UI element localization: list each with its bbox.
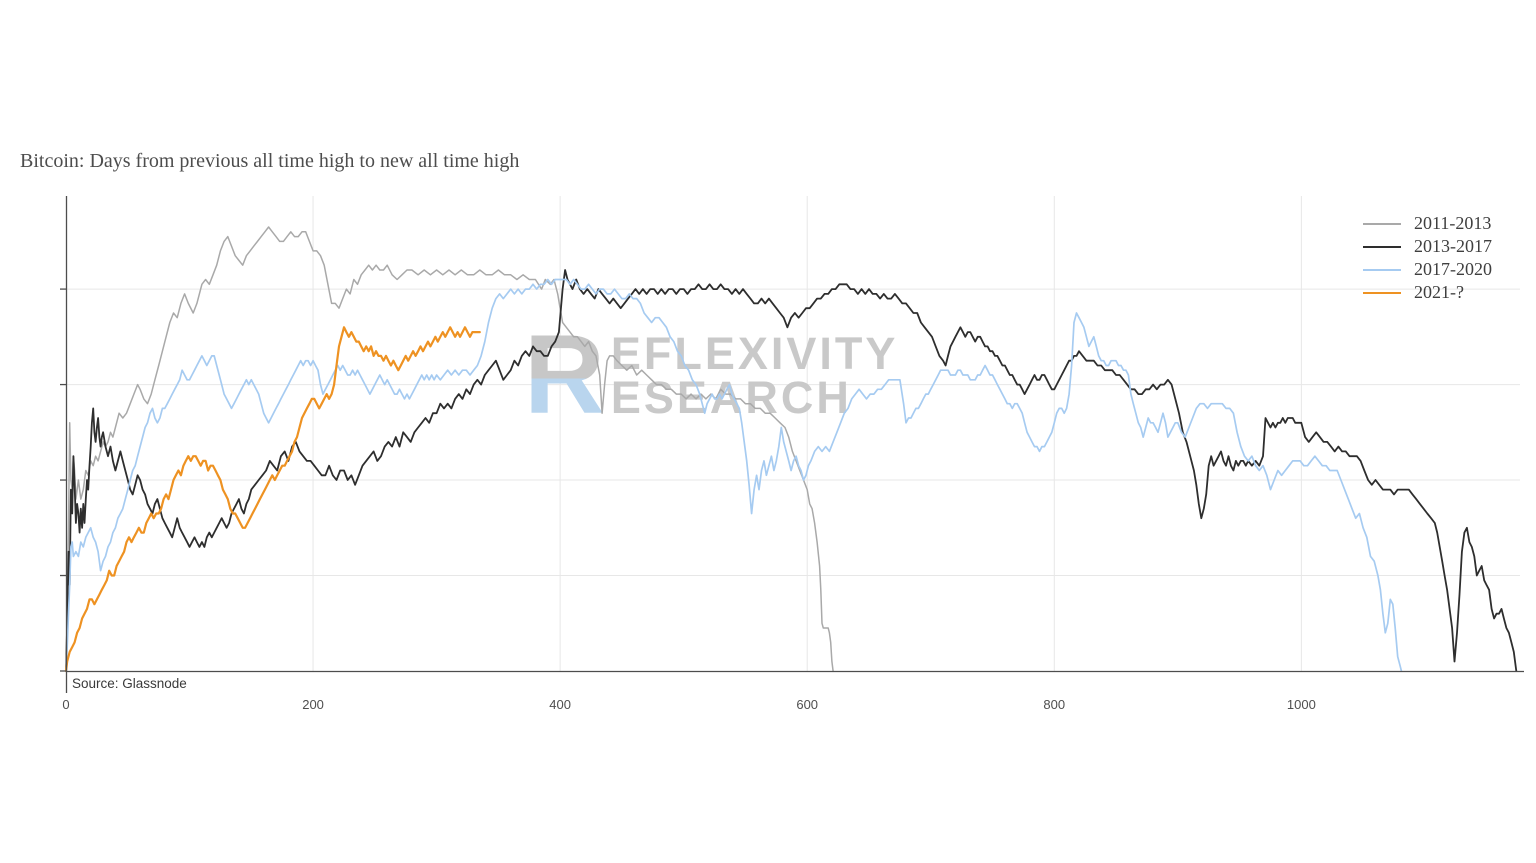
legend-label: 2013-2017 xyxy=(1414,236,1492,256)
source-note: Source: Glassnode xyxy=(72,676,187,691)
legend-item-2017-2020[interactable]: 2017-2020 xyxy=(1363,258,1492,281)
legend-label: 2011-2013 xyxy=(1414,213,1492,233)
legend-swatch xyxy=(1363,291,1401,294)
series-line-2011-2013 xyxy=(65,226,834,672)
x-tick-label: 0 xyxy=(62,697,70,712)
x-tick-label: 1000 xyxy=(1286,697,1316,712)
x-tick-label: 200 xyxy=(302,697,324,712)
x-tick-label: 400 xyxy=(549,697,571,712)
x-tick-label: 600 xyxy=(796,697,819,712)
legend-swatch xyxy=(1363,268,1401,271)
legend-swatch xyxy=(1363,222,1401,225)
legend-item-2013-2017[interactable]: 2013-2017 xyxy=(1363,235,1492,258)
series-line-2017-2020 xyxy=(65,278,1403,672)
chart-series-layer xyxy=(60,196,1524,693)
series-line-2021-? xyxy=(64,326,481,673)
legend-label: 2017-2020 xyxy=(1414,259,1492,279)
legend-label: 2021-? xyxy=(1414,282,1464,302)
page-title: Bitcoin: Days from previous all time hig… xyxy=(20,150,520,172)
legend: 2011-2013 2013-2017 2017-2020 2021-? xyxy=(1363,212,1492,304)
legend-item-2021-?[interactable]: 2021-? xyxy=(1363,281,1492,304)
chart-gridlines-layer xyxy=(66,196,1520,671)
legend-swatch xyxy=(1363,245,1401,248)
plot-area: R EFLEXIVITY ESEARCH xyxy=(60,196,1524,693)
legend-item-2011-2013[interactable]: 2011-2013 xyxy=(1363,212,1492,235)
series-line-2013-2017 xyxy=(65,269,1518,672)
x-tick-label: 800 xyxy=(1043,697,1066,712)
